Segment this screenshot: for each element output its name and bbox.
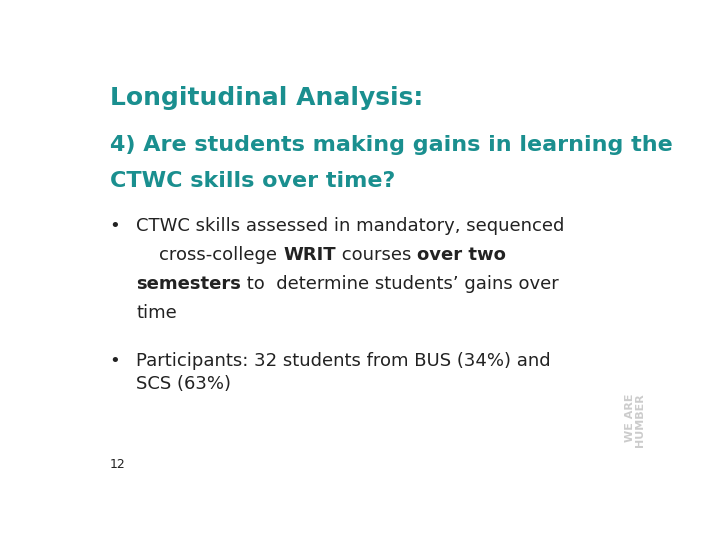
Text: Longitudinal Analysis:: Longitudinal Analysis: — [109, 85, 423, 110]
Text: time: time — [136, 304, 177, 322]
Text: CTWC skills over time?: CTWC skills over time? — [109, 171, 395, 191]
Text: over two: over two — [417, 246, 505, 264]
Text: •: • — [109, 352, 120, 370]
Text: •: • — [109, 217, 120, 234]
Text: cross-college: cross-college — [136, 246, 283, 264]
Text: 4) Are students making gains in learning the: 4) Are students making gains in learning… — [109, 136, 672, 156]
Text: WE ARE
HUMBER: WE ARE HUMBER — [625, 394, 645, 447]
Text: WRIT: WRIT — [283, 246, 336, 264]
Text: 12: 12 — [109, 458, 125, 471]
Text: to  determine students’ gains over: to determine students’ gains over — [241, 275, 559, 293]
Text: Participants: 32 students from BUS (34%) and
SCS (63%): Participants: 32 students from BUS (34%)… — [136, 352, 551, 393]
Text: courses: courses — [336, 246, 417, 264]
Text: CTWC skills assessed in mandatory, sequenced: CTWC skills assessed in mandatory, seque… — [136, 217, 564, 234]
Text: semesters: semesters — [136, 275, 241, 293]
